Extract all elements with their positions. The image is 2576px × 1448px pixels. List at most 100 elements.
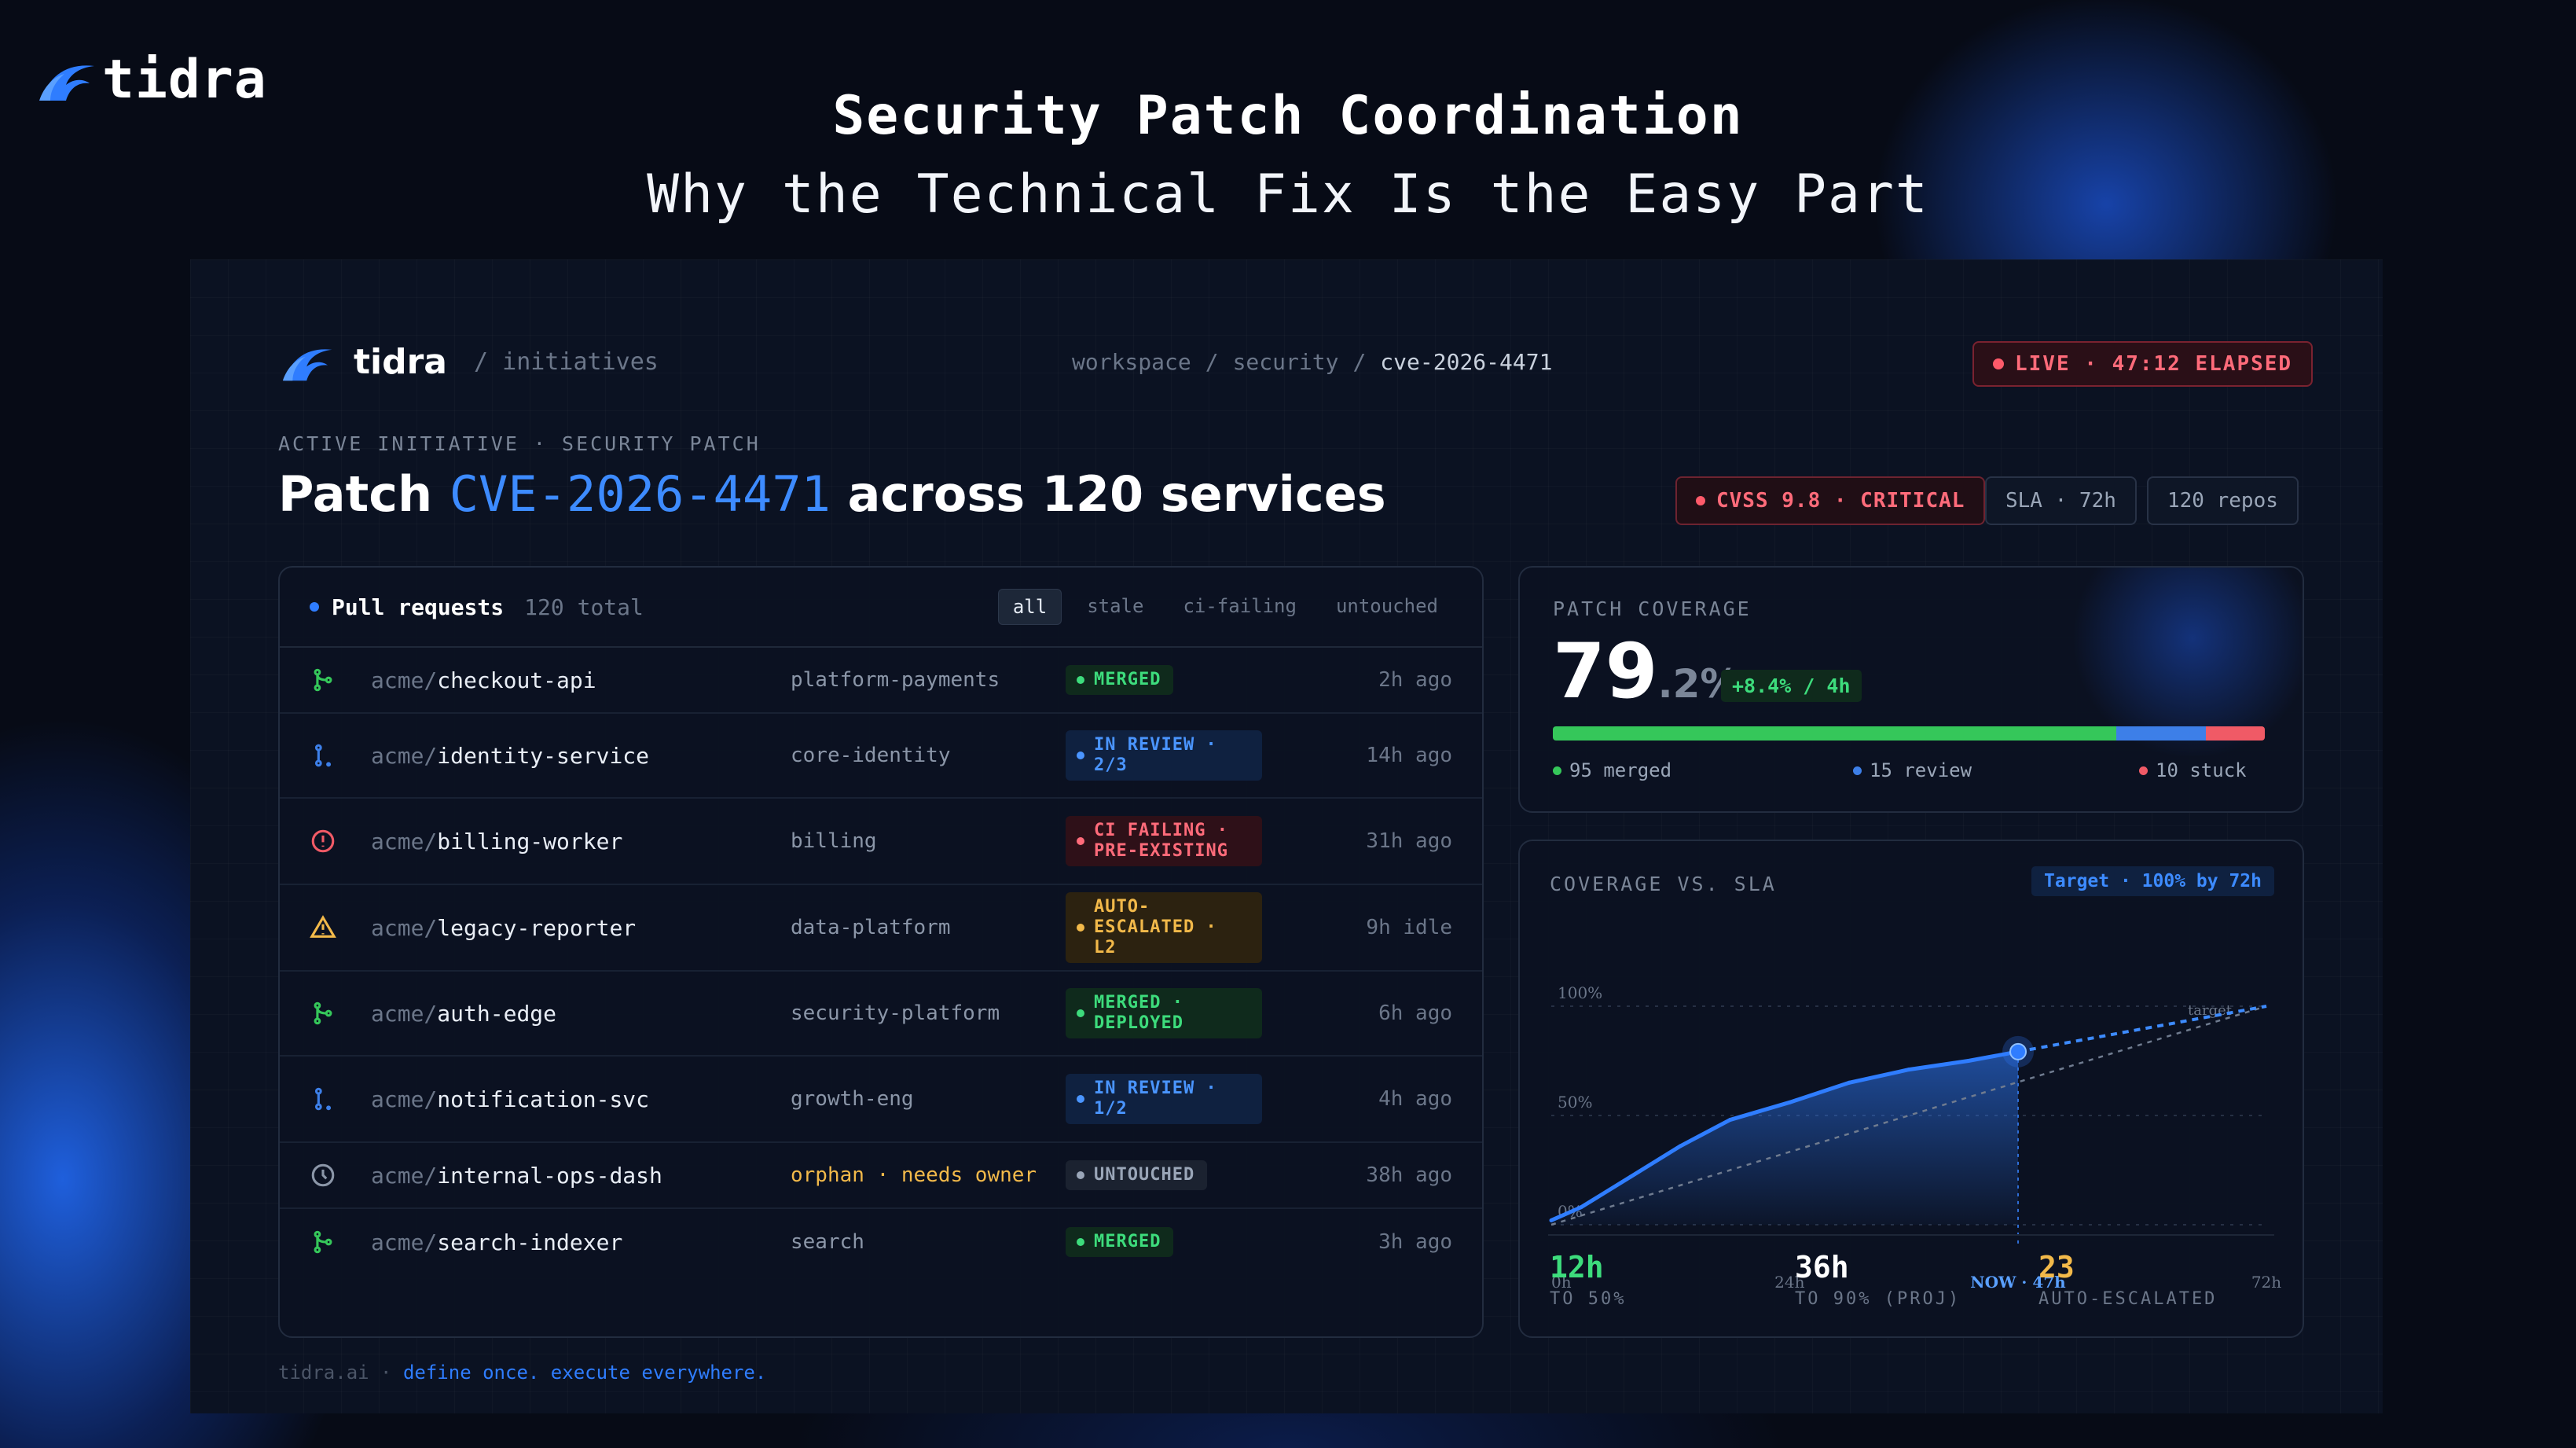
coverage-point	[1628, 1174, 1633, 1179]
merge-icon	[314, 1230, 332, 1254]
brand-logo: tidra	[38, 49, 267, 111]
coverage-segment-merged	[1553, 726, 2117, 741]
pull-requests-header: Pull requests 120 total all stale ci-fai…	[280, 568, 1482, 648]
repo-name[interactable]: acme/auth-edge	[371, 1000, 557, 1027]
pr-age: 9h idle	[1366, 916, 1452, 939]
pr-age: 2h ago	[1378, 668, 1452, 692]
team-name: billing	[791, 829, 877, 853]
pr-row[interactable]: acme/legacy-reporter data-platform AUTO-…	[280, 885, 1482, 972]
pr-age: 4h ago	[1378, 1087, 1452, 1111]
clock-icon	[311, 1163, 335, 1187]
repo-name[interactable]: acme/billing-worker	[371, 828, 623, 854]
pull-request-icon	[314, 744, 332, 767]
stuck-dot-icon	[2139, 766, 2148, 775]
x-tick-label: 24h	[1774, 1273, 1804, 1289]
wave-logo-icon	[39, 64, 94, 101]
initiative-kicker: ACTIVE INITIATIVE · SECURITY PATCH	[278, 432, 761, 455]
merged-dot-icon	[1553, 766, 1561, 775]
repo-name[interactable]: acme/notification-svc	[371, 1086, 650, 1112]
status-badge: AUTO-ESCALATED · L2	[1066, 892, 1262, 963]
warning-triangle-icon	[310, 915, 336, 938]
coverage-point	[1787, 1100, 1792, 1104]
coverage-point	[1847, 1080, 1851, 1085]
repo-name[interactable]: acme/legacy-reporter	[371, 914, 637, 941]
team-name: platform-payments	[791, 668, 1000, 692]
pull-requests-total: 120 total	[524, 594, 644, 620]
status-badge: MERGED · DEPLOYED	[1066, 988, 1262, 1038]
status-badge: MERGED	[1066, 665, 1174, 695]
breadcrumb: workspace / security / cve-2026-4471	[1072, 349, 1552, 375]
pr-row[interactable]: acme/notification-svc growth-eng IN REVI…	[280, 1057, 1482, 1143]
status-badge: IN REVIEW · 1/2	[1066, 1074, 1262, 1124]
merge-icon	[314, 1001, 332, 1025]
sla-chart-kicker: COVERAGE VS. SLA	[1550, 873, 1777, 895]
team-name: data-platform	[791, 916, 951, 939]
pr-age: 31h ago	[1366, 829, 1452, 853]
team-name: security-platform	[791, 1001, 1000, 1025]
stat-to-90: 36h TO 90% (PROJ)	[1795, 1250, 1961, 1309]
pr-row[interactable]: acme/auth-edge security-platform MERGED …	[280, 972, 1482, 1057]
target-line	[1550, 1005, 2267, 1226]
cvss-severity-chip: CVSS 9.8 · CRITICAL	[1675, 476, 1986, 525]
title-prefix: Patch	[278, 465, 450, 523]
filter-tab-all[interactable]: all	[997, 589, 1062, 625]
severity-dot-icon	[1696, 496, 1705, 505]
breadcrumb-current: cve-2026-4471	[1380, 349, 1553, 375]
team-name: search	[791, 1230, 864, 1254]
y-tick-label: 50%	[1558, 1093, 1592, 1112]
coverage-point	[1678, 1144, 1682, 1148]
repo-name[interactable]: acme/internal-ops-dash	[371, 1162, 662, 1189]
x-tick-label: 72h	[2251, 1273, 2281, 1289]
legend-review: 15 review	[1853, 759, 1972, 781]
pull-requests-label: Pull requests	[332, 594, 505, 620]
pr-filter-tabs: all stale ci-failing untouched	[997, 589, 1452, 625]
title-suffix: across 120 services	[831, 465, 1386, 523]
alert-circle-icon	[311, 829, 335, 853]
pr-row[interactable]: acme/search-indexer search MERGED 3h ago	[280, 1209, 1482, 1275]
section-dot-icon	[310, 602, 319, 612]
coverage-point	[1906, 1068, 1911, 1072]
page-title: Patch CVE-2026-4471 across 120 services	[278, 465, 1386, 523]
coverage-point	[1579, 1205, 1583, 1210]
nav-section-link[interactable]: / initiatives	[474, 348, 659, 376]
coverage-glow	[2051, 568, 2303, 756]
team-name: core-identity	[791, 744, 951, 767]
wave-logo-icon	[282, 348, 332, 380]
patch-coverage-panel: PATCH COVERAGE 79.2% +8.4% / 4h 95 merge…	[1518, 566, 2304, 813]
repos-chip: 120 repos	[2147, 476, 2299, 525]
pr-row[interactable]: acme/internal-ops-dash orphan · needs ow…	[280, 1143, 1482, 1209]
stat-to-50: 12h TO 50%	[1550, 1250, 1627, 1309]
filter-tab-ci-failing[interactable]: ci-failing	[1183, 595, 1297, 617]
coverage-progress-bar	[1553, 726, 2265, 741]
now-point	[2009, 1042, 2027, 1060]
live-dot-icon	[1993, 358, 2004, 369]
footer: tidra.ai · define once. execute everywhe…	[278, 1362, 766, 1384]
coverage-point	[1966, 1059, 1971, 1063]
breadcrumb-security[interactable]: security	[1232, 349, 1339, 375]
footer-tagline: define once. execute everywhere.	[402, 1362, 767, 1384]
status-badge: MERGED	[1066, 1227, 1174, 1257]
y-tick-label: 100%	[1558, 983, 1602, 1002]
pr-row[interactable]: acme/billing-worker billing CI FAILING ·…	[280, 799, 1482, 885]
footer-site[interactable]: tidra.ai	[278, 1362, 369, 1384]
filter-tab-stale[interactable]: stale	[1087, 595, 1144, 617]
coverage-area	[1551, 1051, 2019, 1225]
pr-row[interactable]: acme/checkout-api platform-payments MERG…	[280, 648, 1482, 714]
pr-age: 3h ago	[1378, 1230, 1452, 1254]
repo-name[interactable]: acme/checkout-api	[371, 667, 596, 693]
filter-tab-untouched[interactable]: untouched	[1335, 595, 1438, 617]
title-cve-link[interactable]: CVE-2026-4471	[449, 465, 831, 523]
pr-age: 6h ago	[1378, 1001, 1452, 1025]
target-line-label: target	[2188, 1002, 2233, 1019]
breadcrumb-separator: /	[1352, 349, 1367, 375]
breadcrumb-workspace[interactable]: workspace	[1072, 349, 1191, 375]
repo-name[interactable]: acme/search-indexer	[371, 1229, 623, 1255]
review-dot-icon	[1853, 766, 1862, 775]
team-name: orphan · needs owner	[791, 1163, 1037, 1187]
page-headline: Security Patch Coordination	[832, 85, 1744, 147]
app-brand-name: tidra	[354, 342, 448, 382]
x-tick-label: 0h	[1551, 1273, 1572, 1289]
repo-name[interactable]: acme/identity-service	[371, 742, 650, 769]
app-nav-logo[interactable]: tidra / initiatives	[278, 342, 659, 382]
pr-row[interactable]: acme/identity-service core-identity IN R…	[280, 714, 1482, 799]
